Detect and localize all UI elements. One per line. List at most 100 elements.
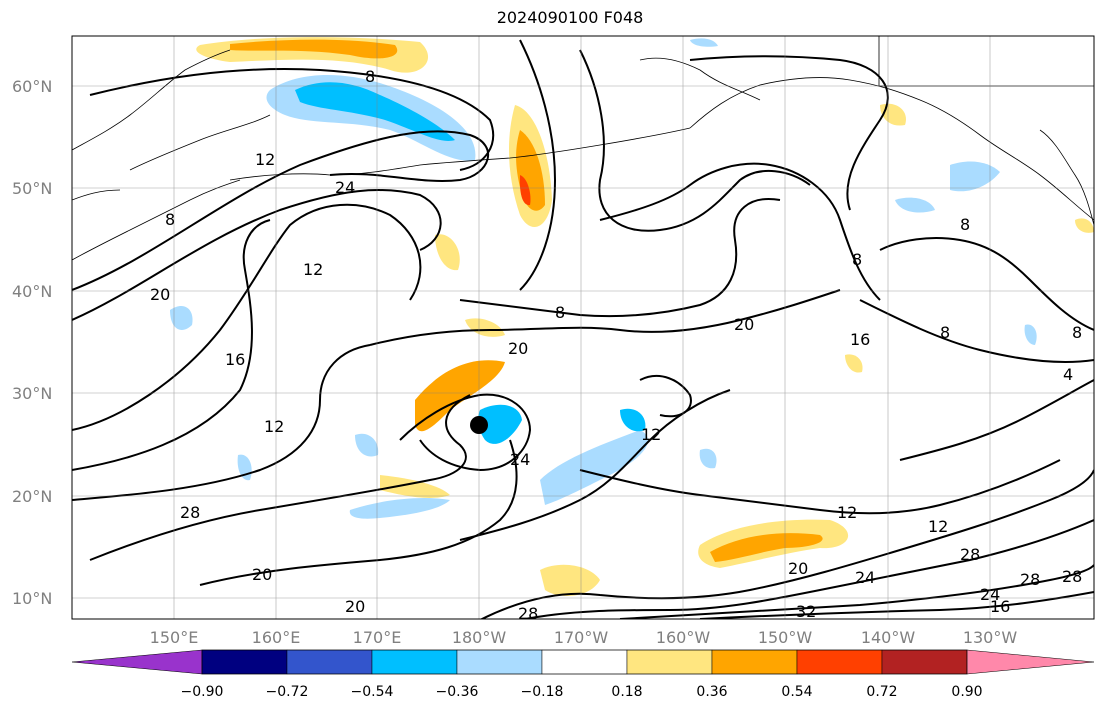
aleutian-chain — [229, 127, 691, 181]
contour-line-9 — [369, 289, 841, 346]
contour-label: 8 — [1072, 323, 1082, 342]
lon-label: 160°W — [655, 628, 711, 647]
contour-line-4 — [72, 203, 422, 431]
shade-negative-8 — [170, 305, 193, 330]
shade-negative-9 — [620, 408, 646, 432]
contour-label: 20 — [345, 597, 365, 616]
contour-label: 28 — [518, 604, 538, 623]
shade-negative-12 — [690, 38, 718, 47]
lat-label: 10°N — [12, 589, 53, 608]
contour-label: 16 — [850, 330, 870, 349]
contour-label: 28 — [180, 503, 200, 522]
alaska-coast — [689, 77, 1094, 221]
contour-label: 16 — [225, 350, 245, 369]
contour-label: 12 — [837, 503, 857, 522]
contour-label: 8 — [940, 323, 950, 342]
contour-label: 8 — [365, 67, 375, 86]
contour-label: 20 — [252, 565, 272, 584]
colorbar-tick-label: −0.72 — [265, 684, 309, 700]
colorbar-tick-label: 0.90 — [951, 684, 983, 700]
shade-positive-15 — [1075, 218, 1094, 233]
contour-line-22 — [399, 393, 532, 472]
shade-positive-11 — [435, 234, 460, 271]
colorbar-segment-4 — [456, 649, 543, 675]
colorbar-segment-5 — [541, 649, 628, 675]
lat-label: 40°N — [12, 282, 53, 301]
contour-line-20 — [579, 459, 1061, 515]
contour-line-23 — [899, 379, 1094, 461]
colorbar-segment-1 — [201, 649, 288, 675]
contour-label: 12 — [255, 150, 275, 169]
lat-label: 60°N — [12, 77, 53, 96]
lon-label: 130°W — [962, 628, 1018, 647]
contour-label: 8 — [852, 250, 862, 269]
lon-label: 160°E — [251, 628, 301, 647]
colorbar — [71, 649, 1095, 675]
contour-line-16 — [479, 469, 1094, 619]
contour-line-24 — [879, 237, 1094, 331]
contour-label: 12 — [303, 260, 323, 279]
shade-negative-4 — [540, 430, 649, 505]
contour-label: 20 — [734, 315, 754, 334]
shade-positive-2 — [230, 39, 398, 59]
contour-label: 12 — [928, 517, 948, 536]
shade-negative-2 — [295, 82, 455, 141]
contour-label: 28 — [960, 545, 980, 564]
contour-line-7 — [199, 439, 518, 586]
shade-positive-14 — [845, 354, 863, 373]
shade-negative-5 — [349, 498, 450, 519]
contour-line-8 — [72, 344, 371, 501]
contour-label: 28 — [1062, 567, 1082, 586]
gridlines — [72, 36, 1094, 619]
shade-positive-9 — [710, 533, 823, 562]
shade-negative-6 — [950, 161, 1000, 192]
lon-label: 170°W — [553, 628, 609, 647]
shade-negative-7 — [895, 197, 935, 213]
colorbar-tick-label: −0.90 — [180, 684, 224, 700]
colorbar-segment-under — [71, 649, 203, 675]
colorbar-segment-6 — [626, 649, 713, 675]
shade-positive-6 — [415, 360, 505, 432]
contour-line-14 — [689, 55, 889, 211]
contour-label: 28 — [1020, 570, 1040, 589]
colorbar-tick-label: 0.18 — [611, 684, 643, 700]
contour-label: 32 — [796, 602, 816, 621]
lon-label: 180°W — [451, 628, 507, 647]
positive-anomaly-shading — [196, 37, 1094, 596]
contour-label: 8 — [165, 210, 175, 229]
contour-line-11 — [519, 39, 557, 291]
contour-line-18 — [619, 564, 1094, 619]
contour-line-1 — [72, 130, 490, 291]
colorbar-segment-over — [966, 649, 1095, 675]
shade-positive-10 — [540, 564, 600, 596]
shade-negative-13 — [699, 448, 717, 469]
colorbar-tick-label: −0.18 — [520, 684, 564, 700]
colorbar-segment-8 — [796, 649, 883, 675]
contour-label: 24 — [855, 568, 875, 587]
shade-negative-14 — [1024, 324, 1037, 345]
colorbar-segment-9 — [881, 649, 968, 675]
contour-label: 20 — [508, 339, 528, 358]
lon-label: 140°W — [860, 628, 916, 647]
map-title: 2024090100 F048 — [496, 8, 644, 27]
colorbar-tick-label: −0.54 — [350, 684, 394, 700]
contour-line-17 — [519, 519, 1094, 619]
contour-labels: 12 24 8 12 20 8 20 20 16 16 12 12 24 8 1… — [150, 67, 1082, 623]
contour-label: 24 — [980, 585, 1000, 604]
coastlines — [72, 36, 1094, 261]
kamchatka-coast — [72, 49, 271, 201]
kuril-islands — [72, 179, 241, 261]
contour-label: 20 — [150, 285, 170, 304]
colorbar-segment-2 — [286, 649, 373, 675]
lon-label: 150°W — [757, 628, 813, 647]
lat-label: 50°N — [12, 179, 53, 198]
contour-line-25 — [639, 375, 692, 418]
lat-label: 30°N — [12, 384, 53, 403]
colorbar-segment-3 — [371, 649, 458, 675]
lon-label: 150°E — [149, 628, 199, 647]
contour-label: 4 — [1063, 365, 1073, 384]
contour-label: 8 — [555, 303, 565, 322]
shade-positive-13 — [465, 318, 505, 337]
contour-line-15 — [859, 299, 1094, 363]
lat-label: 20°N — [12, 487, 53, 506]
